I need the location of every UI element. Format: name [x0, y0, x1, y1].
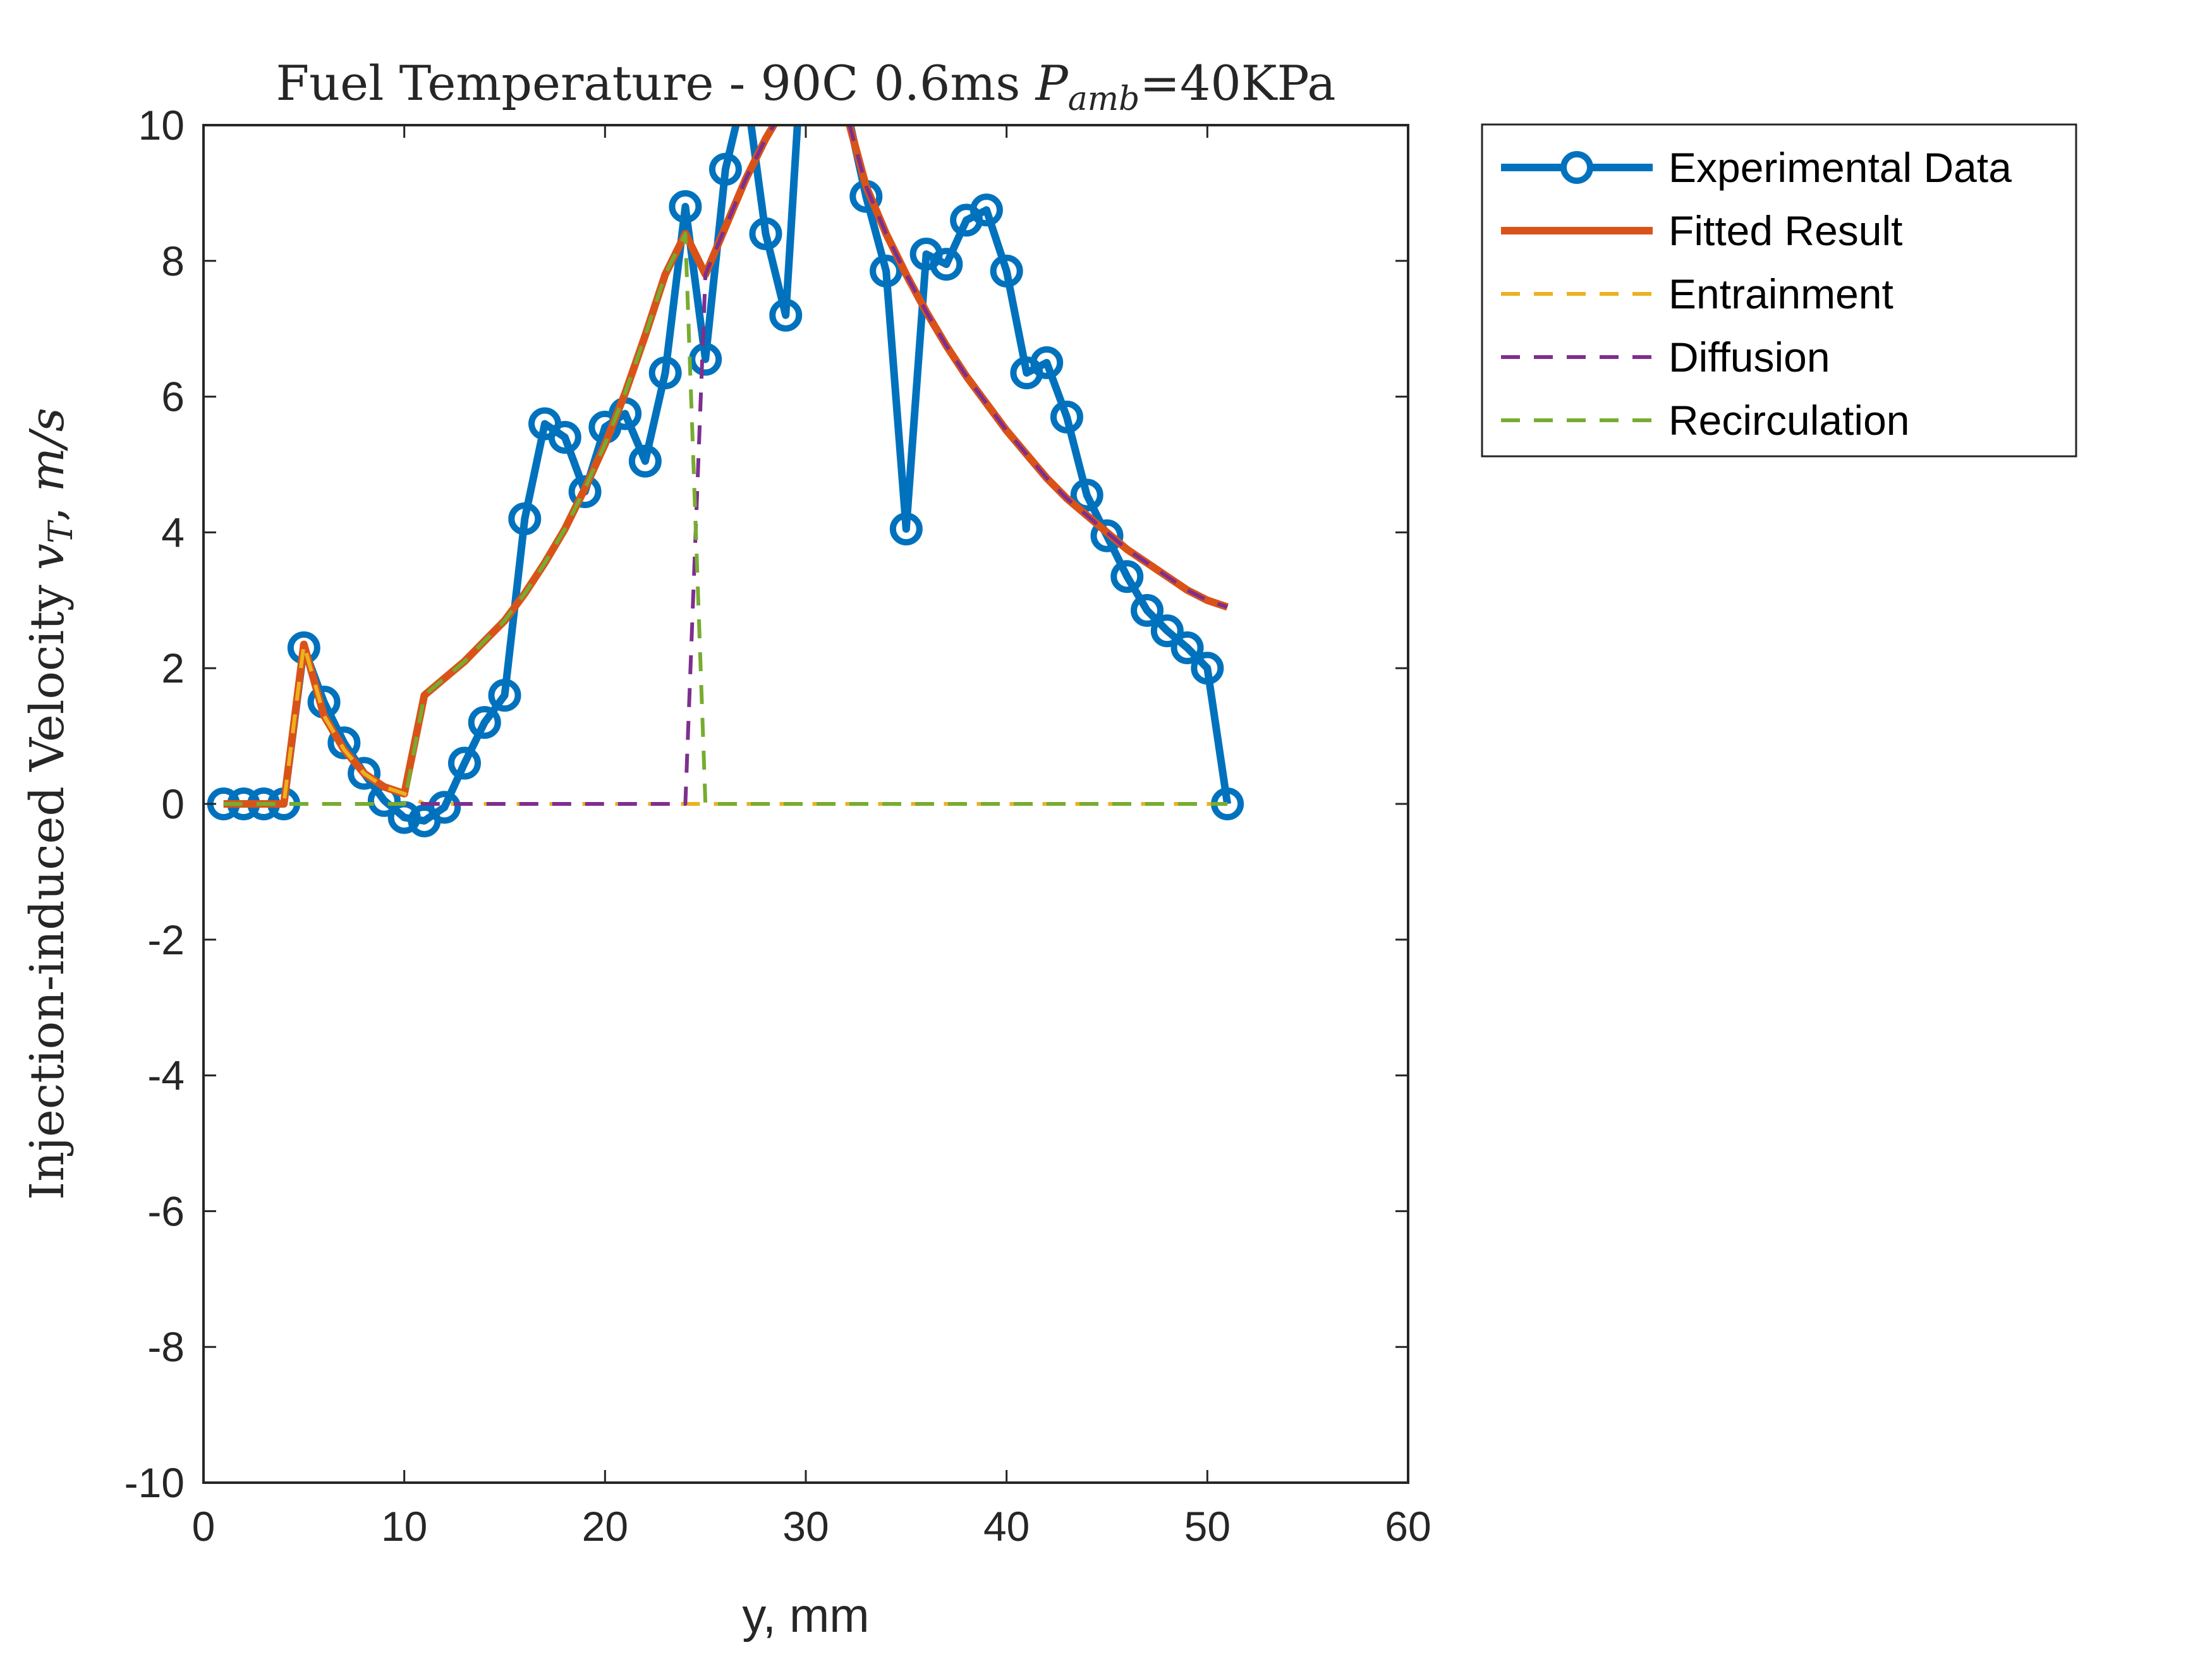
data-point: [1070, 478, 1103, 512]
data-point: [628, 444, 662, 478]
data-point: [488, 679, 521, 712]
plot-area: 0 10 20 30 40 50 60 -10 -8 -6 -4 -2 0 2 4 6 8 10: [125, 0, 1431, 1550]
legend-label: Fitted Result: [1668, 207, 1902, 254]
data-point: [327, 726, 361, 760]
series-line-experimental-data: [223, 125, 1232, 825]
legend-label: Recirculation: [1668, 397, 1910, 444]
data-point: [930, 248, 963, 281]
data-point: [648, 356, 682, 390]
data-point: [708, 152, 742, 186]
y-tick-label: 2: [161, 645, 185, 691]
data-point: [969, 193, 1003, 227]
x-tick-label: 40: [983, 1503, 1030, 1550]
x-tick-label: 60: [1385, 1503, 1431, 1550]
series-layer: [207, 0, 1244, 837]
y-tick-label: 8: [161, 238, 185, 284]
y-tick-label: 4: [161, 509, 185, 556]
x-tick-label: 10: [381, 1503, 427, 1550]
legend-label: Diffusion: [1668, 334, 1830, 380]
y-tick-label: 10: [138, 102, 185, 149]
y-tick-label: 6: [161, 374, 185, 420]
data-point: [1191, 652, 1224, 685]
data-point: [1150, 614, 1184, 648]
y-tick-label: 0: [161, 781, 185, 827]
y-tick-label: -6: [147, 1188, 185, 1234]
legend-label: Experimental Data: [1668, 144, 2012, 191]
data-point: [1030, 346, 1064, 379]
x-tick-label: 20: [582, 1503, 628, 1550]
data-point: [669, 190, 702, 223]
data-point: [1170, 631, 1204, 664]
data-point: [870, 254, 903, 288]
data-point: [568, 475, 602, 508]
data-point: [689, 343, 722, 376]
legend-marker: [1560, 151, 1593, 184]
x-axis-label: y, mm: [742, 1589, 869, 1643]
data-point: [548, 421, 581, 454]
data-point: [793, 0, 819, 3]
ticks-layer: 0 10 20 30 40 50 60 -10 -8 -6 -4 -2 0 2 4 6 8 10: [125, 102, 1431, 1550]
y-tick-label: -2: [147, 916, 185, 963]
series-line-recirculation: [223, 231, 1228, 806]
chart-title: Fuel Temperature - 90C 0.6ms Pamb=40KPa: [276, 55, 1335, 118]
data-point: [468, 706, 501, 739]
legend: Experimental Data Fitted Result Entrainmen…: [1481, 123, 2077, 458]
y-axis-label: Injection-induced Velocity vT, m/s: [20, 408, 80, 1200]
x-tick-label: 0: [192, 1503, 216, 1550]
data-point: [1090, 519, 1124, 552]
data-point: [428, 791, 461, 824]
data-point: [769, 298, 803, 332]
x-tick-label: 50: [1184, 1503, 1231, 1550]
y-tick-label: -10: [125, 1459, 185, 1506]
data-point: [990, 254, 1023, 288]
data-point: [889, 513, 923, 546]
data-point: [1131, 593, 1164, 627]
x-tick-label: 30: [782, 1503, 829, 1550]
y-tick-label: -8: [147, 1323, 185, 1370]
data-point: [1110, 560, 1144, 593]
data-point: [447, 746, 481, 780]
y-tick-label: -4: [147, 1052, 185, 1099]
data-point: [749, 217, 782, 250]
data-point: [1050, 400, 1083, 434]
data-point: [348, 757, 381, 790]
legend-label: Entrainment: [1668, 270, 1893, 317]
data-point: [508, 502, 542, 535]
